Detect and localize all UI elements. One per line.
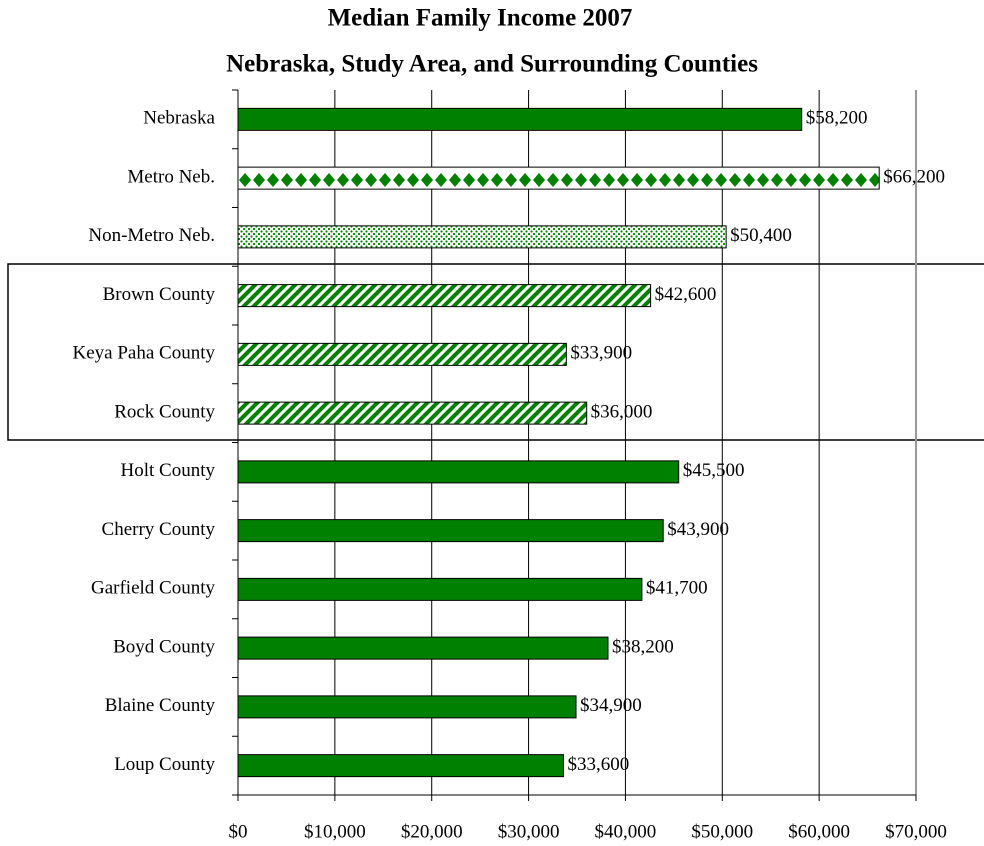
data-label: $42,600 <box>655 284 717 305</box>
y-tick-label: Garfield County <box>91 578 216 599</box>
bar <box>237 107 803 131</box>
data-label: $41,700 <box>646 578 708 599</box>
data-label: $43,900 <box>667 519 729 540</box>
bar <box>237 166 880 190</box>
y-tick-label: Cherry County <box>102 519 216 540</box>
y-tick-label: Keya Paha County <box>73 343 216 364</box>
bar <box>237 225 727 249</box>
data-label: $45,500 <box>683 460 745 481</box>
bar <box>237 519 664 543</box>
bar <box>237 460 680 484</box>
y-tick-label: Loup County <box>114 754 215 775</box>
x-tick-label: $10,000 <box>304 821 366 842</box>
bar <box>237 754 564 778</box>
x-tick-label: $40,000 <box>595 821 657 842</box>
data-label: $34,900 <box>580 695 642 716</box>
data-label: $38,200 <box>612 636 674 657</box>
chart-subtitle: Nebraska, Study Area, and Surrounding Co… <box>226 51 758 78</box>
bar <box>237 636 609 660</box>
x-tick-label: $50,000 <box>691 821 753 842</box>
data-label: $50,400 <box>730 225 792 246</box>
y-tick-label: Holt County <box>121 460 216 481</box>
bar <box>237 342 567 366</box>
bar <box>237 695 577 719</box>
bar <box>237 284 652 308</box>
y-tick-label: Nebraska <box>143 108 215 129</box>
data-label: $36,000 <box>591 401 653 422</box>
y-tick-label: Boyd County <box>113 636 215 657</box>
y-tick-label: Rock County <box>114 401 215 422</box>
bar <box>237 401 588 425</box>
chart-title: Median Family Income 2007 <box>328 5 633 32</box>
x-tick-label: $20,000 <box>401 821 463 842</box>
y-tick-label: Blaine County <box>105 695 216 716</box>
y-tick-label: Metro Neb. <box>127 166 215 187</box>
study-area-box <box>7 263 984 441</box>
data-label: $66,200 <box>883 166 945 187</box>
x-tick-label: $30,000 <box>498 821 560 842</box>
bar <box>237 577 643 601</box>
x-tick-label: $70,000 <box>885 821 947 842</box>
data-label: $58,200 <box>806 108 868 129</box>
y-tick-label: Brown County <box>103 284 216 305</box>
x-tick-label: $0 <box>229 821 248 842</box>
x-tick-label: $60,000 <box>788 821 850 842</box>
data-label: $33,900 <box>570 343 632 364</box>
data-label: $33,600 <box>567 754 629 775</box>
y-tick-label: Non-Metro Neb. <box>88 225 215 246</box>
